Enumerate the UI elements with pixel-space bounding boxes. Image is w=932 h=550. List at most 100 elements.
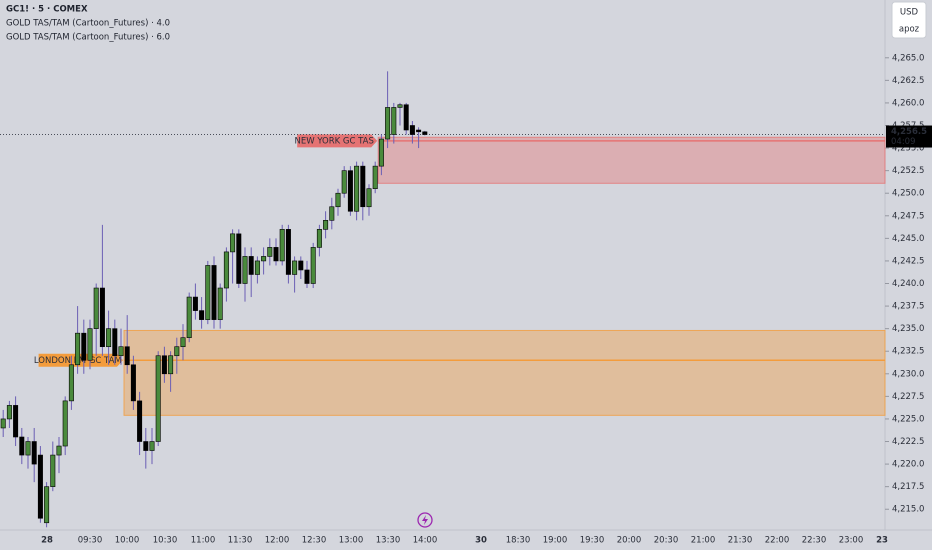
candle-body [205, 265, 211, 320]
x-tick-label: 20:30 [654, 536, 679, 546]
zone [377, 136, 886, 184]
candle-body [304, 269, 310, 284]
candle-body [248, 256, 254, 275]
currency-box[interactable] [891, 1, 927, 39]
candle-body [81, 332, 87, 361]
x-tick-label: 11:00 [191, 536, 216, 546]
candle-body [174, 346, 180, 357]
candle-body [25, 441, 31, 456]
user[interactable]: apoz [899, 25, 920, 35]
candle-body [192, 296, 198, 311]
x-tick-label: 30 [475, 536, 487, 546]
y-tick-label: 4,252.5 [892, 166, 924, 176]
candle-body [99, 287, 105, 348]
candle-body [199, 310, 205, 320]
x-tick-label: 14:00 [413, 536, 438, 546]
x-tick-label: 09:30 [78, 536, 103, 546]
x-tick-label: 13:30 [376, 536, 401, 546]
candle-body [279, 229, 285, 262]
candle-body [285, 229, 291, 275]
candle-body [372, 165, 378, 190]
y-tick-label: 4,265.0 [892, 53, 924, 63]
candle-body [360, 165, 366, 208]
last-price-label: 4,256.5 [891, 127, 927, 137]
candle-body [37, 454, 43, 519]
indicator: GOLD TAS/TAM (Cartoon_Futures) · 4.0 [6, 19, 170, 29]
symbol: GC1! · 5 · COMEX [6, 5, 88, 15]
x-tick-label: 10:00 [115, 536, 140, 546]
candle-body [341, 170, 347, 194]
y-tick-label: 4,237.5 [892, 302, 924, 312]
candle-body [354, 165, 360, 212]
candle-body [44, 486, 50, 524]
y-tick-label: 4,215.0 [892, 505, 924, 515]
x-tick-label: 18:30 [506, 536, 531, 546]
candle-body [112, 328, 118, 357]
candle-body [217, 287, 223, 320]
candle-body [292, 260, 298, 275]
x-tick-label: 23 [876, 536, 888, 546]
candle-body [385, 107, 391, 140]
candle-body [403, 104, 409, 131]
y-tick-label: 4,222.5 [892, 437, 924, 447]
candle-body [75, 332, 81, 366]
candle-body [118, 346, 124, 357]
candle-body [310, 247, 316, 284]
y-tick-label: 4,227.5 [892, 392, 924, 402]
x-tick-label: 22:30 [802, 536, 827, 546]
candle-body [130, 364, 136, 402]
y-tick-label: 4,225.0 [892, 414, 924, 424]
candle-body [62, 400, 68, 447]
y-tick-label: 4,230.0 [892, 369, 924, 379]
candle-body [366, 188, 372, 208]
candle-body [223, 251, 229, 289]
y-tick-label: 4,240.0 [892, 279, 924, 289]
candle-body [93, 287, 99, 329]
last-price-box [886, 125, 932, 148]
candle-body [323, 220, 329, 230]
x-tick-label: 23:00 [839, 536, 864, 546]
candle-body [124, 346, 130, 366]
candle-body [168, 355, 174, 375]
y-tick-label: 4,217.5 [892, 482, 924, 492]
zone-label-box [297, 134, 378, 148]
candle-body [329, 206, 335, 221]
x-tick-label: 19:00 [543, 536, 568, 546]
y-tick-label: 4,235.0 [892, 324, 924, 334]
candle-body [416, 129, 422, 133]
y-tick-label: 4,255.0 [892, 144, 924, 154]
candle-body [180, 337, 186, 348]
candle-body [87, 328, 93, 361]
candle-body [254, 260, 260, 275]
x-tick-label: 28 [41, 536, 53, 546]
candle-body [6, 405, 12, 420]
candle-body [267, 247, 273, 257]
y-tick-label: 4,242.5 [892, 256, 924, 266]
candle-body [50, 454, 56, 487]
candle-body [68, 364, 74, 402]
indicator: GOLD TAS/TAM (Cartoon_Futures) · 6.0 [6, 33, 170, 43]
candle-body [143, 441, 149, 451]
candle-body [391, 107, 397, 135]
candle-body [19, 436, 25, 456]
countdown: 04:09 [891, 137, 916, 147]
zone-label: NEW YORK GC TAS [294, 136, 373, 146]
event-icon[interactable] [417, 512, 433, 528]
y-tick-label: 4,247.5 [892, 211, 924, 221]
y-tick-label: 4,262.5 [892, 76, 924, 86]
candle-body [31, 441, 37, 465]
currency[interactable]: USD [900, 8, 919, 18]
x-tick-label: 10:30 [153, 536, 178, 546]
y-tick-label: 4,245.0 [892, 234, 924, 244]
x-tick-label: 11:30 [228, 536, 253, 546]
candle-body [0, 418, 6, 429]
candle-body [186, 296, 192, 338]
candle-body [13, 405, 19, 438]
x-tick-label: 19:30 [580, 536, 605, 546]
candle-body [422, 131, 428, 135]
candle-body [409, 125, 415, 135]
candle-body [298, 260, 304, 271]
